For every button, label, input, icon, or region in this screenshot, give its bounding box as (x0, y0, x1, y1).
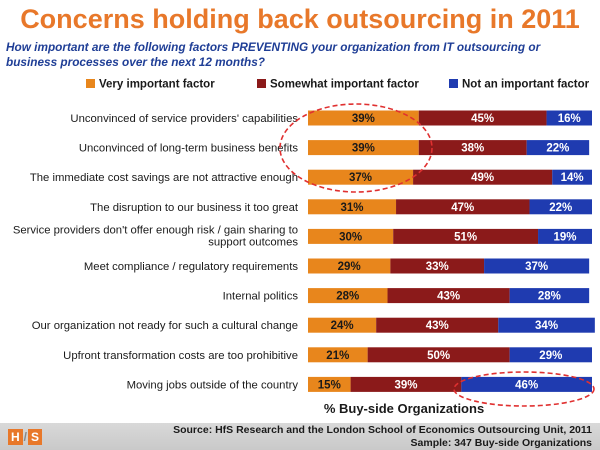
data-label: 34% (535, 320, 558, 332)
bar-segment (376, 317, 499, 333)
logo-letter-s: S (28, 428, 43, 445)
data-label: 45% (471, 113, 494, 125)
category-label: Meet compliance / regulatory requirement… (84, 261, 298, 273)
bar-segment (308, 199, 397, 215)
bar-segment (552, 169, 592, 185)
data-label: 38% (461, 143, 484, 155)
logo-slash: / (23, 429, 28, 444)
bar-segment (308, 288, 388, 304)
bar-segment (418, 140, 527, 156)
bar-segment (308, 347, 368, 363)
bar-segment (308, 376, 351, 392)
data-label: 15% (318, 379, 341, 391)
data-label: 33% (426, 261, 449, 273)
data-label: 16% (558, 113, 581, 125)
bar-segment (367, 347, 510, 363)
highlight-ellipse (279, 103, 433, 193)
bar-segment (308, 110, 419, 126)
category-label: The immediate cost savings are not attra… (30, 172, 298, 184)
bar-segment (418, 110, 547, 126)
bar-segment (308, 169, 414, 185)
bar-segment (393, 228, 539, 244)
data-label: 47% (451, 202, 474, 214)
bar-segment (390, 258, 485, 274)
bar-segment (308, 258, 391, 274)
category-label: Unconvinced of service providers' capabi… (70, 113, 298, 125)
bar-segment (387, 288, 510, 304)
page-title: Concerns holding back outsourcing in 201… (20, 4, 580, 34)
footer-bar (0, 423, 600, 450)
bar-segment (396, 199, 530, 215)
data-label: 22% (549, 202, 572, 214)
category-label: The disruption to our business it too gr… (90, 202, 299, 214)
bar-segment (484, 258, 590, 274)
data-label: 43% (426, 320, 449, 332)
bar-segment (509, 347, 592, 363)
data-label: 24% (331, 320, 354, 332)
legend-swatch (86, 79, 95, 88)
bar-segment (413, 169, 553, 185)
data-label: 49% (471, 172, 494, 184)
data-label: 39% (394, 379, 417, 391)
legend-label: Somewhat important factor (270, 79, 419, 91)
sample-text: Sample: 347 Buy-side Organizations (410, 436, 592, 449)
data-label: 39% (352, 113, 375, 125)
category-label: Internal politics (223, 291, 299, 303)
bar-segment (461, 376, 592, 392)
data-label: 30% (339, 231, 362, 243)
data-label: 21% (326, 350, 349, 362)
bar-segment (308, 228, 394, 244)
bar-segment (509, 288, 590, 304)
logo-letter-h: H (8, 428, 23, 445)
category-label: Unconvinced of long-term business benefi… (79, 143, 299, 155)
bar-segment (546, 110, 592, 126)
bar-segment (308, 140, 419, 156)
x-axis-label: % Buy-side Organizations (324, 401, 484, 416)
legend-swatch (449, 79, 458, 88)
data-label: 19% (554, 231, 577, 243)
bar-segment (350, 376, 462, 392)
legend-label: Not an important factor (462, 79, 590, 91)
source-text: Source: HfS Research and the London Scho… (173, 424, 592, 436)
data-label: 29% (338, 261, 361, 273)
bar-segment (538, 228, 592, 244)
data-label: 46% (515, 379, 538, 391)
legend-label: Very important factor (99, 79, 215, 91)
category-label: Our organization not ready for such a cu… (32, 320, 298, 332)
bar-segment (498, 317, 595, 333)
highlight-ellipse (453, 371, 595, 407)
data-label: 50% (427, 350, 450, 362)
data-label: 14% (561, 172, 584, 184)
stacked-bar-chart: Very important factor Somewhat important … (13, 79, 595, 416)
data-label: 37% (525, 261, 548, 273)
data-label: 28% (336, 291, 359, 303)
bar-segment (529, 199, 592, 215)
data-label: 28% (538, 291, 561, 303)
data-label: 22% (546, 143, 569, 155)
category-label: Service providers don't offer enough ris… (13, 224, 298, 236)
category-label: support outcomes (208, 236, 298, 248)
category-label: Upfront transformation costs are too pro… (63, 350, 298, 362)
data-label: 43% (437, 291, 460, 303)
data-label: 51% (454, 231, 477, 243)
category-label: Moving jobs outside of the country (127, 379, 299, 391)
data-label: 37% (349, 172, 372, 184)
bar-segment (526, 140, 590, 156)
data-label: 31% (341, 202, 364, 214)
data-label: 29% (539, 350, 562, 362)
data-label: 39% (352, 143, 375, 155)
hfs-logo: H / S (8, 428, 43, 445)
chart-subtitle: How important are the following factors … (6, 40, 541, 69)
legend-swatch (257, 79, 266, 88)
source-note: Source: HfS Research and the London Scho… (173, 424, 592, 449)
bar-segment (308, 317, 377, 333)
